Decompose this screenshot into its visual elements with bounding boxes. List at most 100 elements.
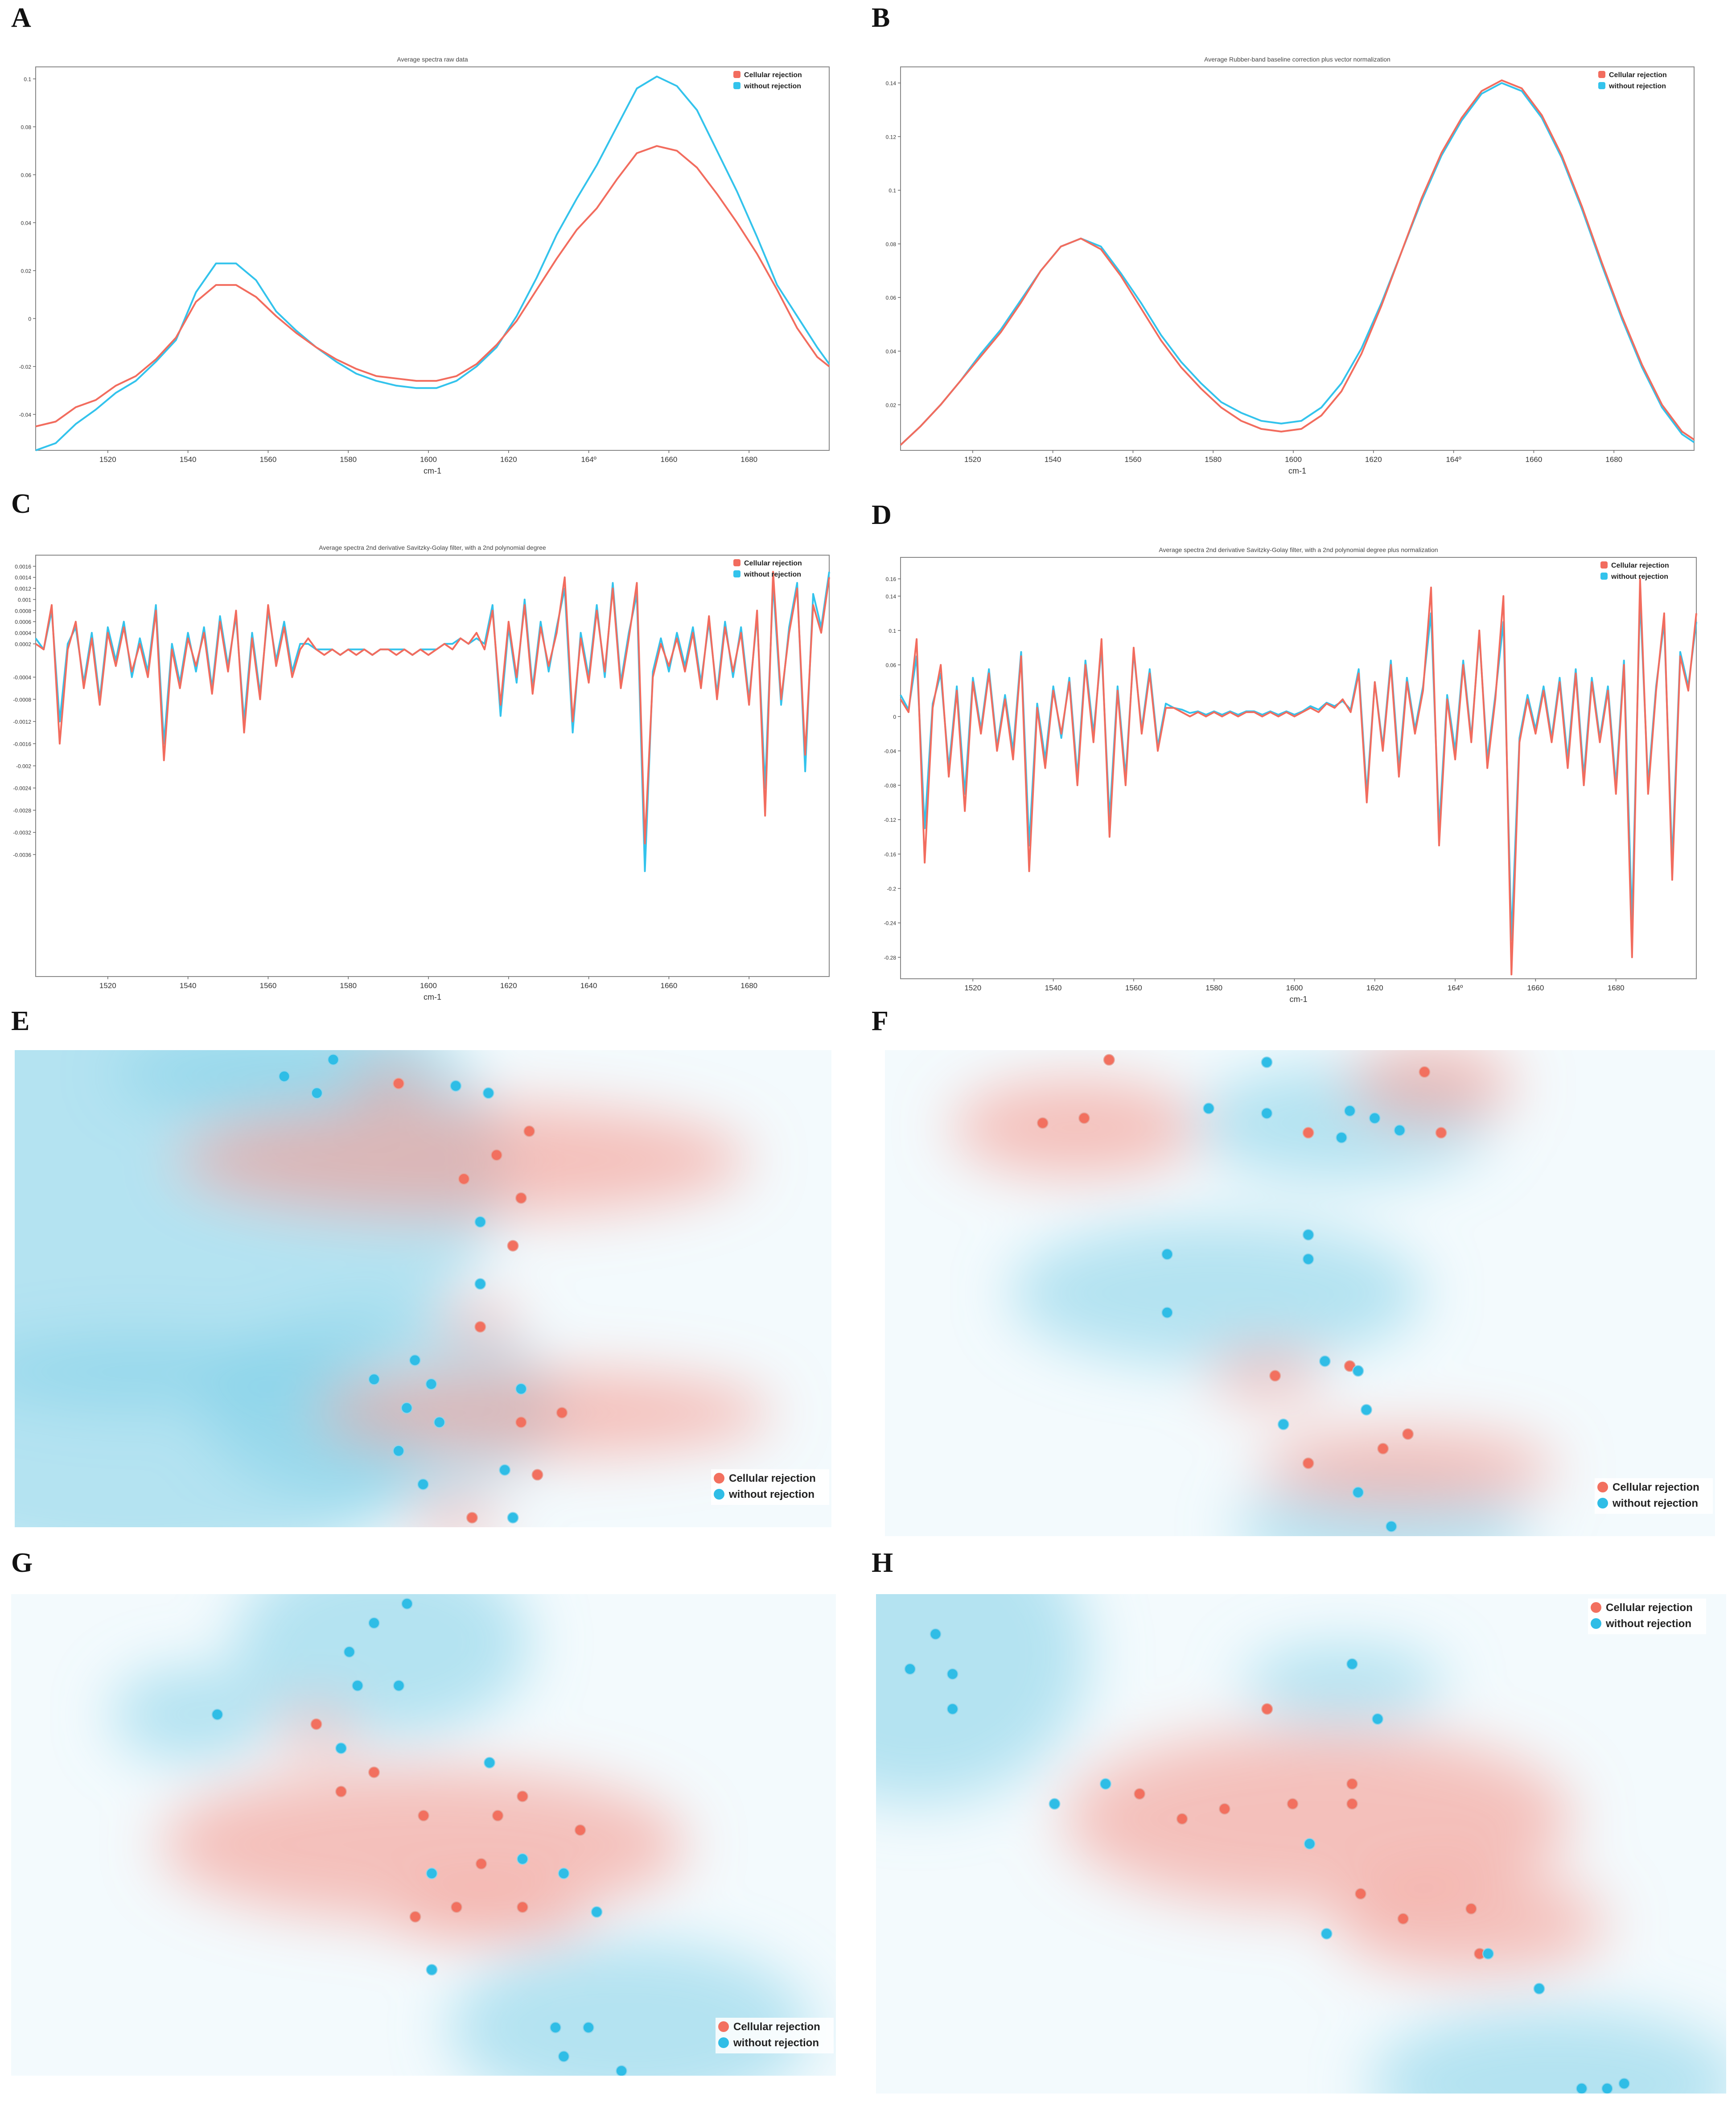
x-tick-label: 1660 bbox=[660, 981, 677, 990]
point-without-rejection bbox=[930, 1628, 942, 1640]
series-line-cellular-rejection bbox=[900, 578, 1697, 976]
point-without-rejection bbox=[1533, 1982, 1545, 1995]
series-line-without-rejection bbox=[35, 75, 830, 451]
blue-region bbox=[876, 1594, 1089, 1804]
point-without-rejection bbox=[401, 1598, 413, 1610]
point-without-rejection bbox=[343, 1646, 355, 1658]
x-tick-label: 1680 bbox=[1605, 455, 1622, 464]
point-cellular-rejection bbox=[310, 1718, 322, 1730]
legend-dot-blue bbox=[714, 1489, 724, 1500]
point-without-rejection bbox=[1394, 1124, 1406, 1136]
map-e-classification: Cellular rejection without rejection bbox=[15, 1050, 831, 1527]
point-cellular-rejection bbox=[1261, 1703, 1273, 1715]
legend-label-blue: without rejection bbox=[1608, 82, 1666, 90]
point-without-rejection bbox=[904, 1663, 916, 1675]
point-without-rejection bbox=[327, 1054, 339, 1066]
legend-label-red: Cellular rejection bbox=[744, 560, 802, 567]
panel-label-h: H bbox=[872, 1548, 893, 1578]
blue-region bbox=[1009, 1220, 1425, 1366]
point-without-rejection bbox=[433, 1416, 445, 1428]
point-without-rejection bbox=[426, 1964, 438, 1976]
point-without-rejection bbox=[946, 1668, 959, 1680]
x-tick-label: 1680 bbox=[1608, 984, 1625, 992]
legend-label-red: Cellular rejection bbox=[733, 2021, 820, 2033]
point-cellular-rejection bbox=[1176, 1813, 1188, 1825]
y-tick-label: 0.12 bbox=[886, 134, 897, 140]
point-without-rejection bbox=[1304, 1838, 1316, 1850]
y-tick-label: -0.0032 bbox=[13, 830, 31, 836]
point-without-rejection bbox=[393, 1680, 405, 1692]
red-region bbox=[317, 1369, 774, 1456]
legend-label-blue: without rejection bbox=[733, 2037, 819, 2049]
point-cellular-rejection bbox=[368, 1766, 380, 1778]
point-without-rejection bbox=[1618, 2077, 1630, 2090]
point-without-rejection bbox=[1344, 1105, 1356, 1117]
point-cellular-rejection bbox=[517, 1790, 528, 1802]
point-cellular-rejection bbox=[1302, 1457, 1314, 1469]
x-axis-label: cm-1 bbox=[1288, 466, 1306, 475]
legend-dot-red bbox=[718, 2021, 729, 2032]
panel-label-d: D bbox=[872, 500, 892, 530]
point-without-rejection bbox=[425, 1378, 437, 1390]
legend-swatch-red bbox=[733, 71, 740, 78]
point-without-rejection bbox=[278, 1070, 290, 1082]
point-without-rejection bbox=[558, 2050, 570, 2062]
point-cellular-rejection bbox=[531, 1469, 543, 1481]
y-tick-label: 0.1 bbox=[889, 188, 896, 194]
x-tick-label: 1600 bbox=[1286, 984, 1303, 992]
y-tick-label: 0.0014 bbox=[15, 575, 31, 581]
x-tick-label: 1520 bbox=[99, 455, 116, 464]
point-without-rejection bbox=[450, 1080, 462, 1092]
y-tick-label: 0.0008 bbox=[15, 608, 31, 614]
x-tick-label: 1560 bbox=[260, 981, 277, 990]
x-axis-label: cm-1 bbox=[1290, 995, 1308, 1004]
point-cellular-rejection bbox=[515, 1416, 527, 1428]
y-tick-label: -0.12 bbox=[884, 817, 897, 823]
y-tick-label: 0 bbox=[28, 316, 31, 322]
series-line-cellular-rejection bbox=[35, 571, 830, 845]
point-without-rejection bbox=[946, 1703, 959, 1715]
red-region bbox=[1335, 1874, 1608, 1974]
legend-swatch-red bbox=[733, 559, 740, 566]
y-tick-label: -0.0008 bbox=[13, 697, 31, 703]
y-tick-label: 0.16 bbox=[886, 576, 897, 582]
blue-region bbox=[112, 1050, 440, 1113]
x-tick-label: 164º bbox=[1448, 984, 1463, 992]
chart-title: Average Rubber-band baseline correction … bbox=[1204, 56, 1390, 63]
legend-label-red: Cellular rejection bbox=[729, 1472, 816, 1484]
y-tick-label: -0.0028 bbox=[13, 808, 31, 814]
y-tick-label: 0.04 bbox=[886, 348, 897, 354]
point-without-rejection bbox=[1372, 1713, 1384, 1725]
legend-box bbox=[1595, 1478, 1713, 1514]
x-tick-label: 1660 bbox=[1527, 984, 1544, 992]
point-cellular-rejection bbox=[451, 1901, 462, 1913]
probability-field bbox=[15, 1050, 774, 1527]
x-tick-label: 1560 bbox=[1125, 455, 1142, 464]
point-cellular-rejection bbox=[1354, 1888, 1366, 1900]
x-tick-label: 1580 bbox=[340, 455, 357, 464]
x-tick-label: 1540 bbox=[1045, 455, 1061, 464]
red-region bbox=[350, 1064, 432, 1103]
point-without-rejection bbox=[1302, 1253, 1314, 1265]
point-cellular-rejection bbox=[409, 1911, 421, 1923]
x-tick-label: 1600 bbox=[420, 981, 437, 990]
point-cellular-rejection bbox=[574, 1824, 586, 1836]
point-without-rejection bbox=[1352, 1486, 1364, 1498]
legend-dot-blue bbox=[1591, 1618, 1601, 1629]
blue-region bbox=[15, 1336, 423, 1527]
y-tick-label: 0.1 bbox=[24, 76, 31, 82]
probability-field bbox=[951, 1050, 1558, 1536]
legend-label-blue: without rejection bbox=[1605, 1618, 1691, 1630]
y-tick-label: -0.0012 bbox=[13, 719, 31, 725]
panel-label-a: A bbox=[11, 3, 31, 33]
point-cellular-rejection bbox=[556, 1407, 568, 1419]
point-without-rejection bbox=[393, 1445, 405, 1457]
legend-dot-blue bbox=[718, 2037, 729, 2048]
chart-c-second-derivative: Average spectra 2nd derivative Savitzky-… bbox=[13, 544, 830, 1002]
chart-b-baseline-normalized: Average Rubber-band baseline correction … bbox=[886, 56, 1695, 475]
point-without-rejection bbox=[409, 1354, 421, 1366]
point-without-rejection bbox=[1369, 1112, 1381, 1124]
point-without-rejection bbox=[368, 1373, 380, 1385]
y-tick-label: -0.002 bbox=[16, 763, 31, 770]
point-without-rejection bbox=[1261, 1107, 1273, 1119]
